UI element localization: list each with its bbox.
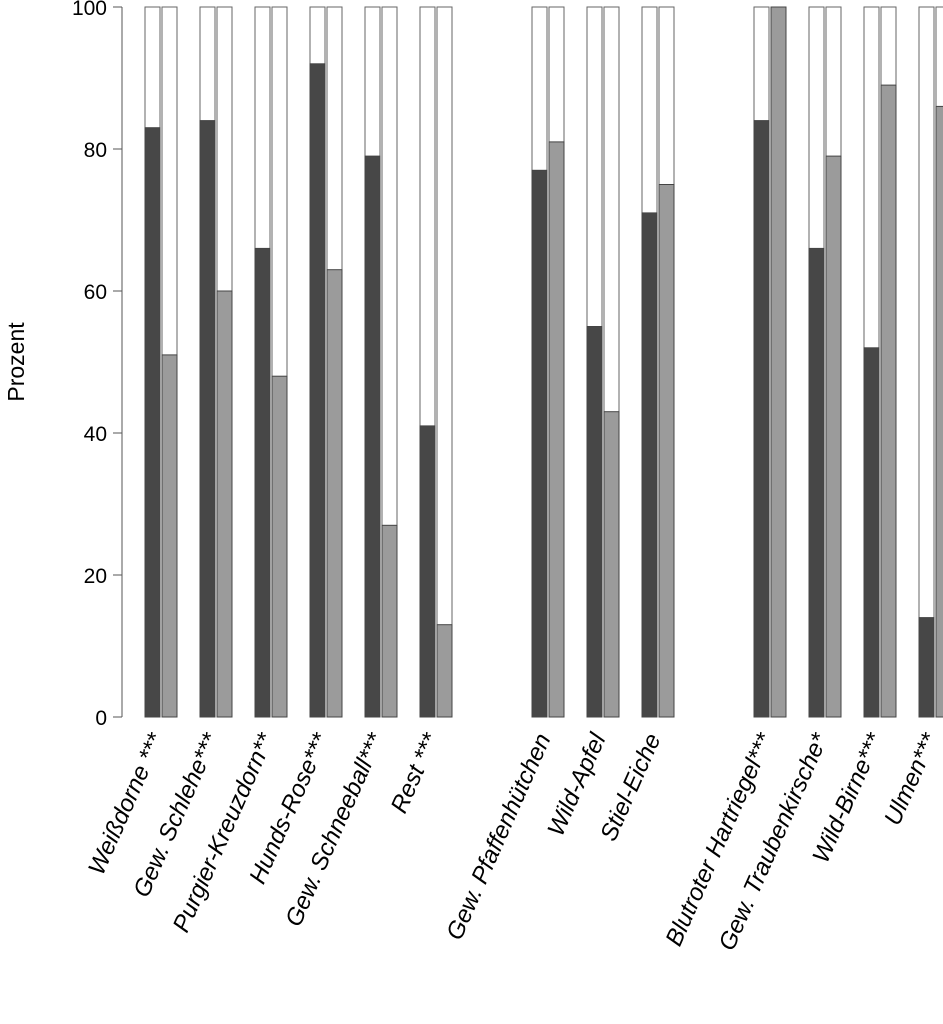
bar (199, 120, 216, 718)
bar (918, 617, 935, 718)
y-tick-label: 0 (95, 707, 107, 730)
bar (935, 105, 943, 718)
bar (364, 155, 381, 718)
bar-remainder (918, 6, 935, 718)
bar (586, 326, 603, 718)
y-tick-label: 60 (84, 281, 107, 304)
bar-remainder (436, 6, 453, 718)
category-label: Gew. Pfaffenhütchen (441, 729, 556, 944)
bar (770, 6, 787, 718)
bar (309, 63, 326, 718)
bar (144, 127, 161, 718)
y-tick-label: 80 (84, 139, 107, 162)
category-label: Rest *** (386, 729, 445, 817)
bar (419, 425, 436, 718)
bar (753, 120, 770, 718)
bar (548, 141, 565, 718)
bar (326, 269, 343, 718)
category-labels: Weißdorne ***Gew. Schlehe***Purgier-Kreu… (83, 729, 943, 955)
bar (216, 290, 233, 718)
bar-area (144, 6, 943, 718)
bar (161, 354, 178, 718)
bar (880, 84, 897, 718)
bar (271, 375, 288, 718)
category-label: Ulmen*** (879, 729, 943, 830)
y-tick-label: 100 (72, 0, 107, 20)
bar (808, 247, 825, 718)
bar (658, 184, 675, 718)
y-tick-label: 40 (84, 423, 107, 446)
bar (531, 169, 548, 718)
y-axis: 0 20 40 60 80 100 (72, 0, 123, 730)
y-axis-title: Prozent (3, 322, 29, 402)
bar (254, 247, 271, 718)
bar (641, 212, 658, 718)
bar (381, 524, 398, 718)
bar (863, 347, 880, 718)
bar (603, 411, 620, 718)
bar (436, 624, 453, 718)
bar (825, 155, 842, 718)
y-tick-label: 20 (84, 565, 107, 588)
